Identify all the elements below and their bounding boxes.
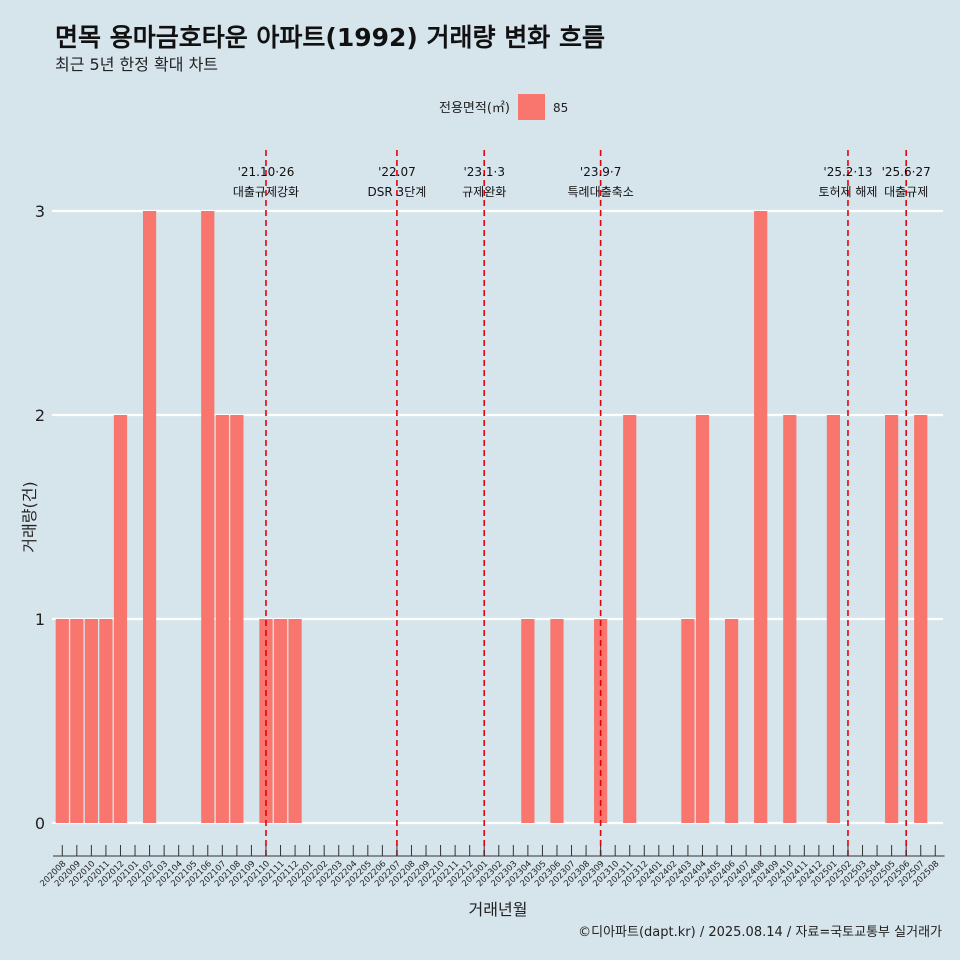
x-axis: 2020082020092020102020112020122021012021…	[38, 845, 945, 889]
event-label: DSR 3단계	[368, 185, 427, 199]
y-tick-label: 1	[35, 610, 45, 629]
y-tick-label: 2	[35, 406, 45, 425]
bar-202011	[99, 619, 113, 823]
bar-202501	[826, 415, 841, 823]
event-label: 대출규제강화	[233, 185, 299, 199]
event-label: 특례대출축소	[568, 185, 634, 199]
event-label: 대출규제	[884, 185, 928, 199]
x-axis-label: 거래년월	[469, 900, 528, 919]
chart-title: 면목 용마금호타운 아파트(1992) 거래량 변화 흐름	[55, 23, 605, 52]
bar-202107	[215, 415, 229, 823]
bar-202102	[142, 211, 157, 823]
event-label: 토허제 해제	[818, 185, 877, 199]
event-markers: '21.10·26 대출규제강화 '22.07 DSR 3단계 '23.1·3 규제완화 '…	[233, 150, 931, 856]
bar-202408	[754, 211, 768, 823]
y-axis-label: 거래량(건)	[20, 481, 39, 552]
footer-caption: ©디아파트(dapt.kr) / 2025.08.14 / 자료=국토교통부 실…	[578, 925, 942, 940]
y-axis: 0 1 2 3	[35, 202, 45, 833]
bar-202106	[201, 211, 215, 823]
bar-202306	[550, 619, 564, 823]
bar-202112	[288, 619, 302, 823]
bar-202012	[113, 415, 128, 823]
y-tick-label: 3	[35, 202, 45, 221]
event-date: '25.2·13	[823, 165, 872, 179]
gridlines	[52, 209, 943, 825]
bars	[55, 211, 928, 823]
event-date: '23.9·7	[580, 165, 621, 179]
legend: 전용면적(㎡) 85	[439, 94, 568, 120]
chart-subtitle: 최근 5년 한정 확대 차트	[55, 55, 218, 74]
event-date: '21.10·26	[238, 165, 295, 179]
event-date: '23.1·3	[463, 165, 504, 179]
bar-202111	[273, 619, 288, 823]
bar-202507	[914, 415, 928, 823]
legend-label-85: 85	[553, 101, 568, 115]
bar-202304	[521, 619, 535, 823]
bar-202404	[695, 415, 710, 823]
bar-202406	[724, 619, 739, 823]
bar-202505	[885, 415, 899, 823]
bar-202410	[783, 415, 797, 823]
event-date: '25.6·27	[882, 165, 931, 179]
legend-swatch	[518, 94, 545, 120]
legend-title: 전용면적(㎡)	[439, 101, 510, 116]
bar-202010	[84, 619, 98, 823]
bar-202009	[70, 619, 84, 823]
event-label: 규제완화	[462, 185, 506, 199]
y-tick-label: 0	[35, 814, 45, 833]
bar-202403	[681, 619, 695, 823]
bar-202311	[623, 415, 637, 823]
bar-202108	[230, 415, 244, 823]
event-date: '22.07	[378, 165, 416, 179]
bar-202008	[55, 619, 69, 823]
